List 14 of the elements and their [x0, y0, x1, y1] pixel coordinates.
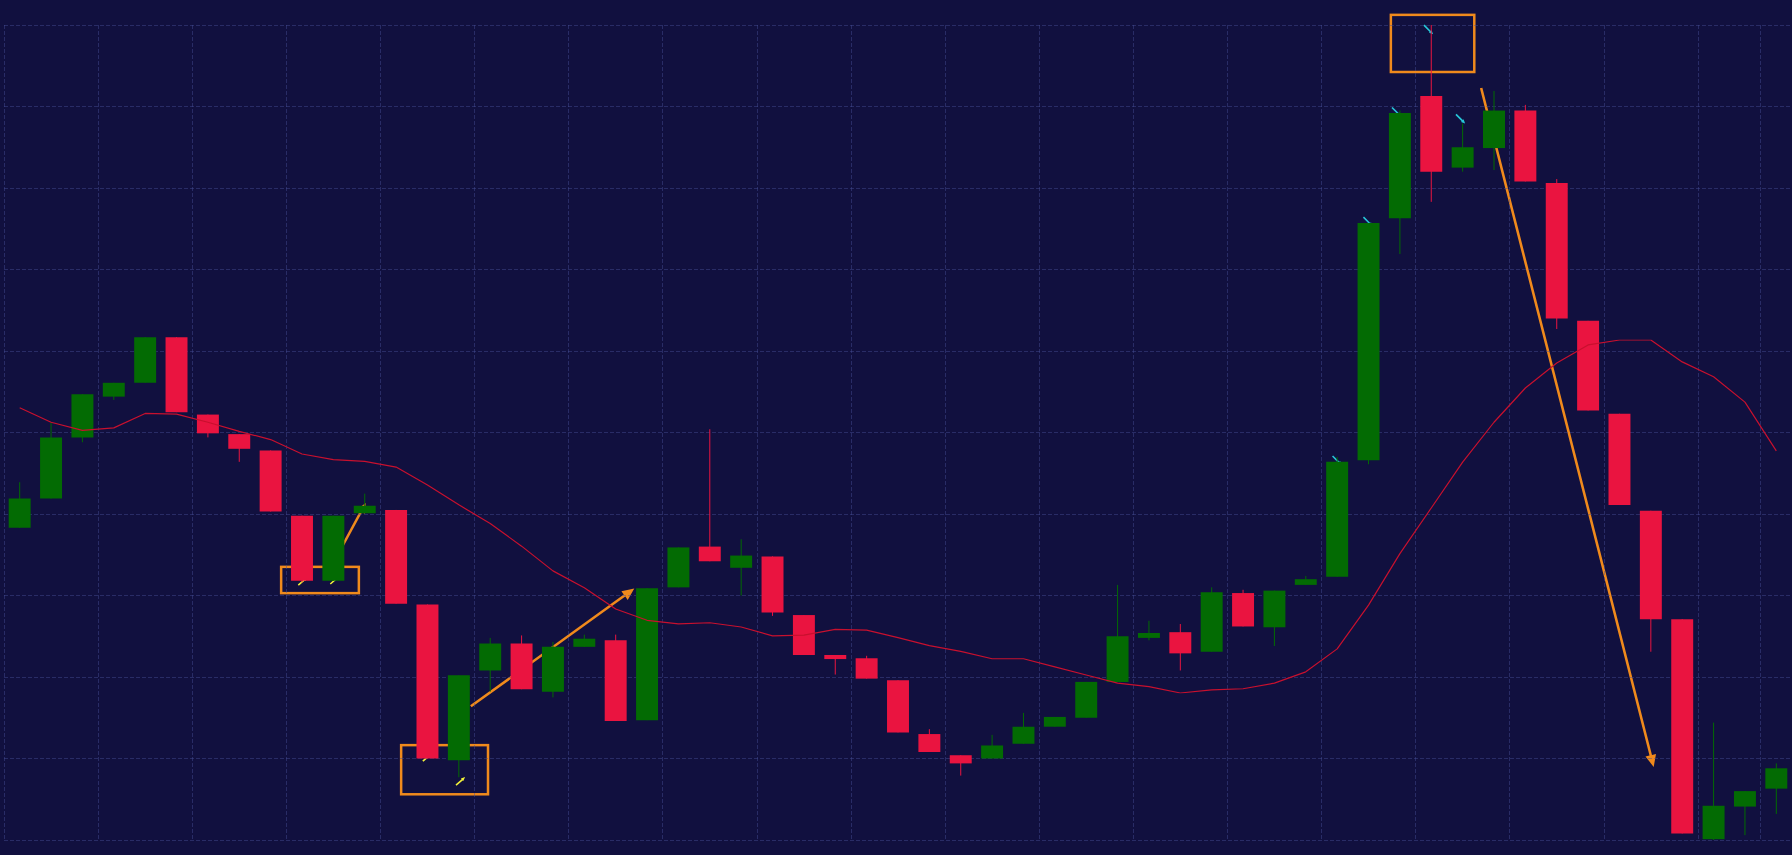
candlestick — [1733, 790, 1756, 836]
candlestick — [730, 538, 753, 596]
candlestick — [855, 655, 878, 680]
candlestick — [981, 734, 1004, 759]
candlestick — [1012, 712, 1035, 745]
candlestick — [1765, 762, 1788, 815]
candlestick — [1451, 123, 1474, 173]
candlestick — [228, 433, 251, 463]
candlestick — [698, 428, 721, 562]
candlestick — [949, 754, 972, 777]
candlestick — [918, 728, 941, 753]
candlestick — [1169, 623, 1192, 671]
candlestick — [824, 654, 847, 676]
candlestick — [1137, 620, 1160, 641]
